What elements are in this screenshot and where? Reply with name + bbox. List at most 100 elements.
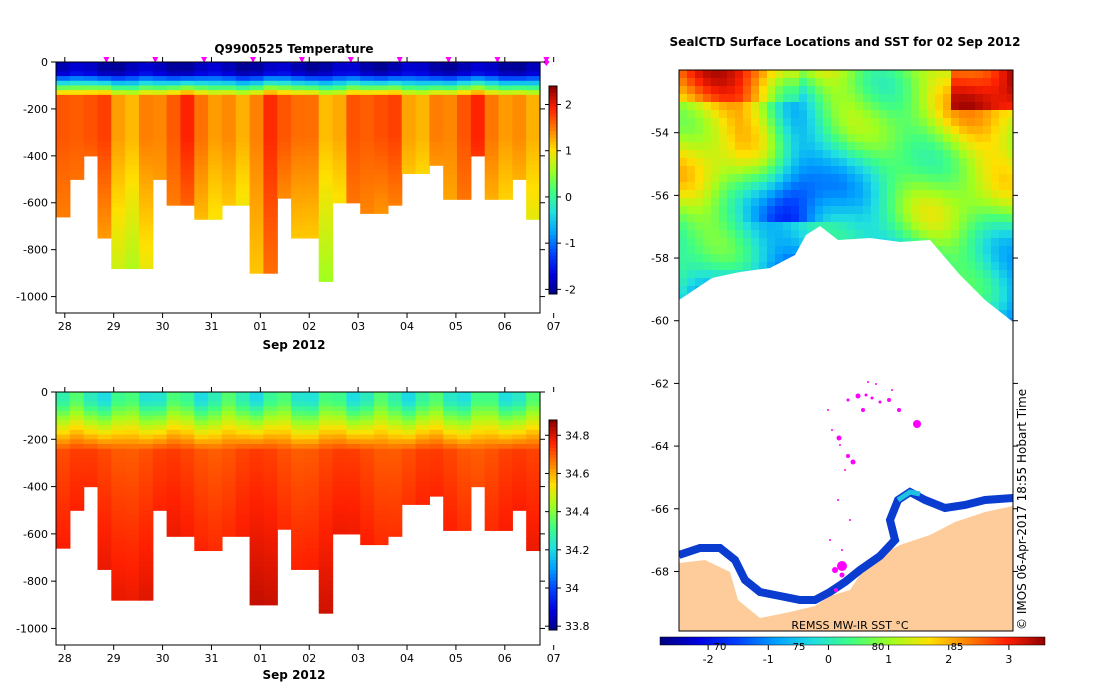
sst-cell <box>999 230 1008 239</box>
sst-cell <box>935 238 944 247</box>
sst-cell <box>951 238 960 247</box>
section-cell <box>249 439 265 445</box>
section-cell <box>166 410 182 417</box>
section-cell <box>235 415 251 421</box>
section-cell <box>249 268 265 274</box>
section-cell <box>56 401 71 407</box>
sst-overlay-tick-label: 75 <box>793 642 806 653</box>
section-cell <box>401 137 417 143</box>
section-cell <box>249 226 265 232</box>
section-cell <box>443 188 458 194</box>
section-cell <box>111 169 126 176</box>
section-cell <box>291 538 306 544</box>
section-cell <box>138 444 154 450</box>
section-cell <box>152 127 168 133</box>
section-cell <box>56 94 71 101</box>
section-cell <box>401 500 417 505</box>
section-cell <box>263 165 278 171</box>
section-cell <box>152 169 168 176</box>
section-cell <box>194 392 209 398</box>
sst-cell <box>791 118 800 127</box>
sst-cell <box>783 158 792 167</box>
sst-cell <box>999 206 1008 215</box>
section-cell <box>457 193 472 199</box>
section-cell <box>401 444 417 450</box>
section-cell <box>194 188 209 194</box>
section-cell <box>360 533 375 540</box>
section-cell <box>111 533 126 540</box>
colorbar-swatch <box>549 535 557 540</box>
section-cell <box>443 122 458 129</box>
section-cell <box>332 406 347 412</box>
sst-cell <box>767 198 776 207</box>
section-cell <box>346 174 361 180</box>
sst-tick-label: 1 <box>885 653 892 666</box>
section-cell <box>208 104 223 110</box>
colorbar-frame <box>548 419 558 631</box>
sst-cell <box>695 134 704 143</box>
section-cell <box>180 137 195 143</box>
section-cell <box>401 434 417 440</box>
sst-cell <box>911 230 920 239</box>
colorbar-tick-label: -1 <box>565 237 576 250</box>
sst-cell <box>687 150 696 159</box>
section-cell <box>69 66 85 72</box>
sst-cell <box>703 102 712 111</box>
section-cell <box>291 514 306 521</box>
section-cell <box>69 420 85 426</box>
section-cell <box>512 160 527 166</box>
section-cell <box>526 169 541 176</box>
section-cell <box>180 202 195 206</box>
section-cell <box>304 137 320 143</box>
sst-cell <box>831 190 840 199</box>
section-cell <box>498 90 513 96</box>
section-cell <box>194 448 209 455</box>
sst-cell <box>719 134 728 143</box>
section-cell <box>97 462 112 469</box>
section-cell <box>97 396 112 403</box>
section-cell <box>111 406 126 412</box>
section-cell <box>291 146 306 152</box>
sst-cell <box>679 86 688 95</box>
colorbar-swatch <box>549 266 557 271</box>
section-cell <box>291 179 306 185</box>
section-cell <box>235 410 251 417</box>
section-cell <box>291 155 306 162</box>
section-cell <box>304 420 320 426</box>
section-cell <box>208 486 223 492</box>
section-cell <box>277 118 292 124</box>
section-cell <box>111 183 126 190</box>
sst-cell <box>895 126 904 135</box>
sst-cell <box>727 222 736 231</box>
sst-cell <box>703 238 712 247</box>
section-cell <box>152 99 168 105</box>
sst-cell <box>679 286 688 295</box>
sst-cell <box>791 230 800 239</box>
section-cell <box>498 160 513 166</box>
section-cell <box>470 71 486 77</box>
section-cell <box>235 118 251 124</box>
sst-cell <box>911 150 920 159</box>
section-cell <box>318 458 334 464</box>
section-cell <box>332 118 347 124</box>
surface-marker <box>347 57 354 63</box>
section-cell <box>56 188 71 194</box>
section-cell <box>457 472 472 478</box>
sst-cell <box>943 158 952 167</box>
section-cell <box>235 514 251 521</box>
section-cell <box>166 137 182 143</box>
sst-cell <box>999 198 1008 207</box>
sst-colorbar-ticks: -2 -1 0 1 2 370 75 80 85 <box>703 642 1013 666</box>
section-cell <box>332 425 347 431</box>
section-cell <box>346 90 361 96</box>
section-cell <box>56 420 71 426</box>
section-cell <box>277 453 292 459</box>
sst-cell <box>727 118 736 127</box>
sst-cell <box>903 150 912 159</box>
section-cell <box>346 108 361 115</box>
sst-cell <box>927 174 936 183</box>
section-cell <box>457 410 472 417</box>
section-cell <box>443 514 458 521</box>
sst-cell <box>727 182 736 191</box>
sst-cell <box>775 214 784 223</box>
